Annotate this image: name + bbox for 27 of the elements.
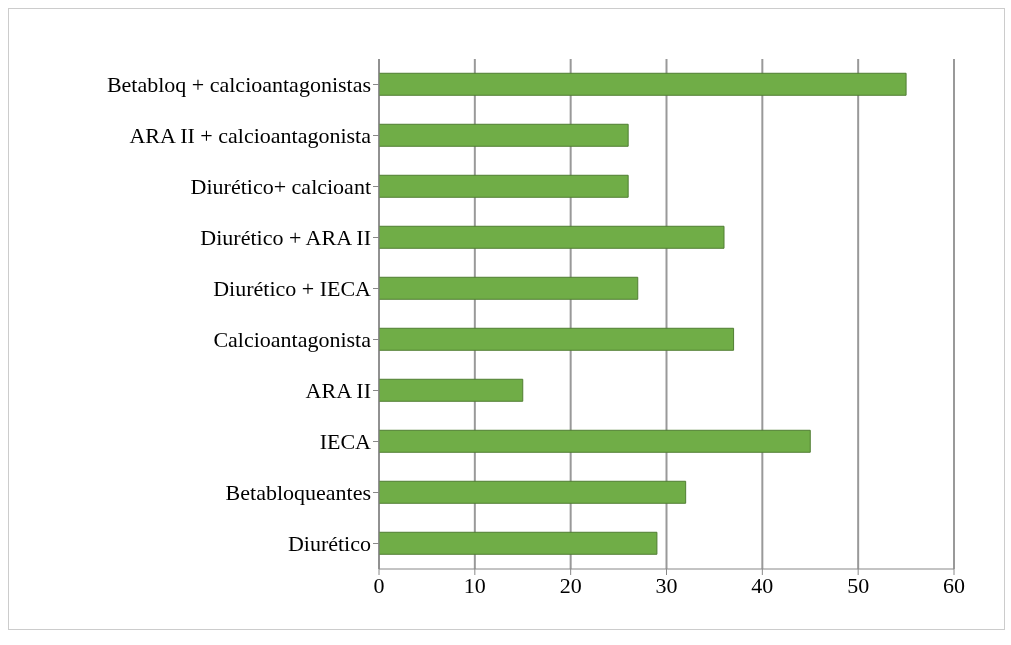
bar [379,225,725,249]
y-tick-label: Calcioantagonista [213,327,372,353]
y-tick-label: Diurético + IECA [213,276,372,302]
x-tick-label: 0 [373,572,385,598]
bar [379,174,629,198]
x-tick-label: 60 [943,572,965,598]
bar [379,480,687,504]
bar [379,123,629,147]
bar [379,429,811,453]
bar [379,378,524,402]
x-tick-label: 40 [751,572,774,598]
bar [379,531,658,555]
y-tick-label: IECA [319,429,372,455]
y-tick-label: Diurético+ calcioant [190,174,371,200]
bar [379,276,639,300]
x-tick-label: 30 [655,572,678,598]
y-tick-label: ARA II [305,378,371,404]
y-tick-label: ARA II + calcioantagonista [129,123,372,149]
x-tick-label: 20 [559,572,582,598]
x-tick-label: 10 [463,572,486,598]
y-tick-label: Betabloq + calcioantagonistas [106,72,371,98]
x-tick-label: 50 [847,572,870,598]
bar [379,72,907,96]
y-tick-label: Betabloqueantes [225,480,371,506]
y-tick-label: Diurético [287,531,371,557]
bar [379,327,735,351]
y-tick-label: Diurético + ARA II [200,225,371,251]
